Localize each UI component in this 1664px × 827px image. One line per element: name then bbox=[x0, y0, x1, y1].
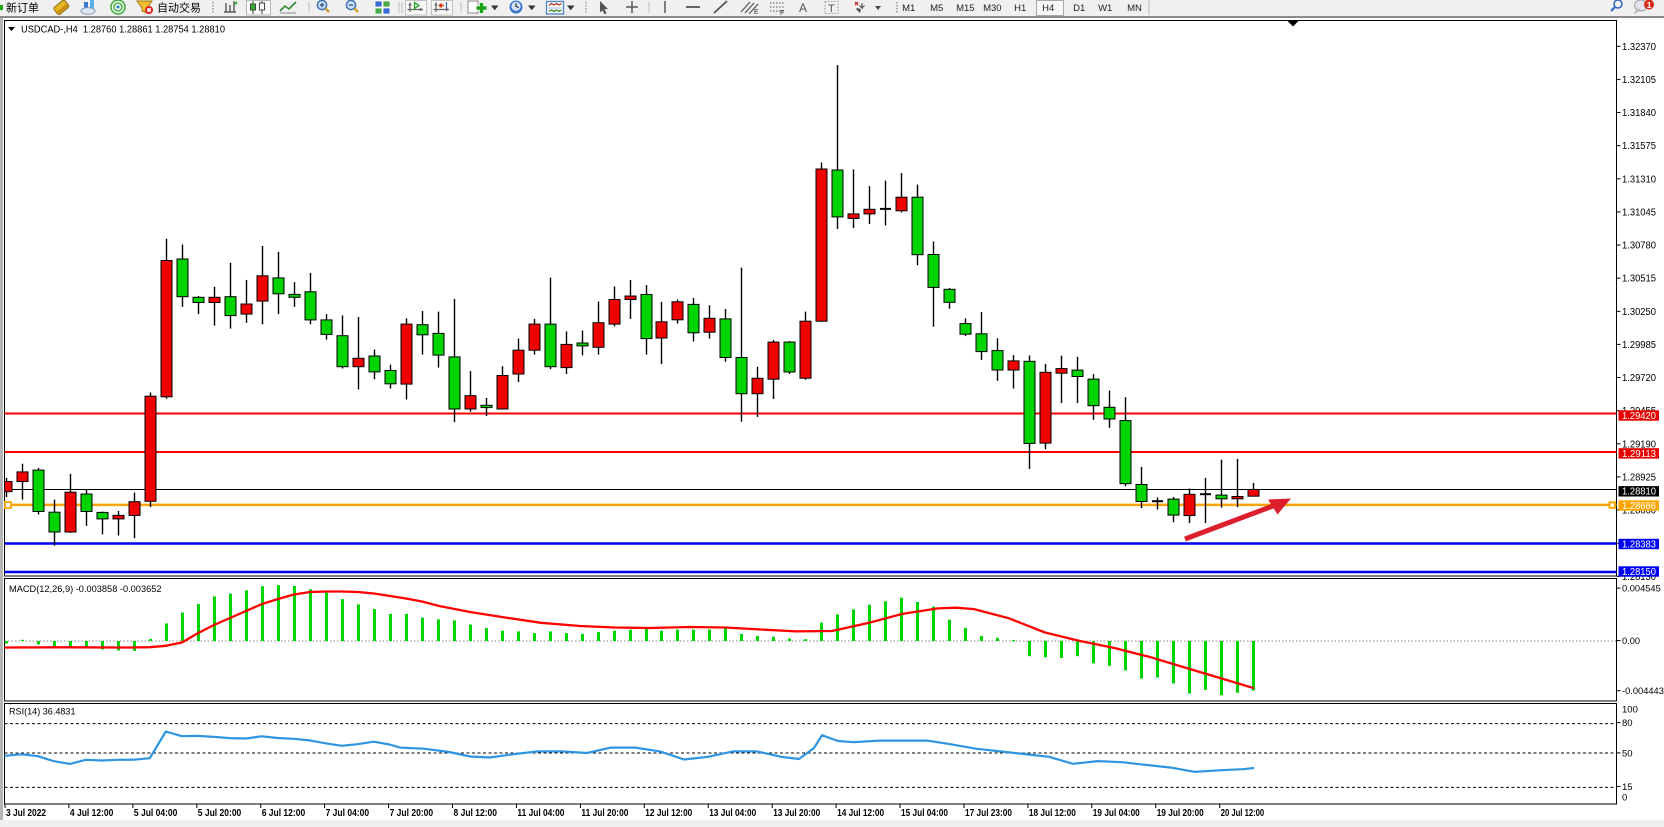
svg-text:4 Jul 12:00: 4 Jul 12:00 bbox=[70, 808, 114, 819]
svg-text:MN: MN bbox=[1127, 3, 1142, 14]
svg-text:0.004545: 0.004545 bbox=[1622, 584, 1661, 594]
svg-text:1.32105: 1.32105 bbox=[1622, 75, 1656, 86]
svg-text:1.30780: 1.30780 bbox=[1622, 241, 1656, 252]
svg-text:MACD(12,26,9) -0.003858 -0.003: MACD(12,26,9) -0.003858 -0.003652 bbox=[9, 584, 162, 595]
svg-text:14 Jul 12:00: 14 Jul 12:00 bbox=[837, 808, 884, 819]
svg-text:1.28150: 1.28150 bbox=[1622, 567, 1656, 578]
svg-text:1: 1 bbox=[1647, 0, 1652, 10]
svg-text:11 Jul 20:00: 11 Jul 20:00 bbox=[581, 808, 628, 819]
svg-text:M30: M30 bbox=[983, 3, 1001, 14]
svg-text:0: 0 bbox=[1622, 793, 1627, 804]
svg-text:0.00: 0.00 bbox=[1622, 636, 1640, 646]
svg-text:M15: M15 bbox=[956, 3, 974, 14]
svg-text:50: 50 bbox=[1622, 748, 1633, 759]
svg-text:1.32370: 1.32370 bbox=[1622, 42, 1656, 53]
svg-text:RSI(14) 36.4831: RSI(14) 36.4831 bbox=[9, 707, 76, 718]
svg-text:100: 100 bbox=[1622, 704, 1638, 715]
svg-text:H1: H1 bbox=[1014, 3, 1026, 14]
svg-text:D1: D1 bbox=[1073, 3, 1085, 14]
svg-text:13 Jul 20:00: 13 Jul 20:00 bbox=[773, 808, 820, 819]
svg-text:1.28130: 1.28130 bbox=[1622, 572, 1656, 583]
svg-text:USDCAD-,H4 1.28760 1.28861 1.: USDCAD-,H4 1.28760 1.28861 1.28754 1.288… bbox=[21, 25, 225, 36]
svg-text:1.28810: 1.28810 bbox=[1622, 487, 1656, 498]
svg-text:T: T bbox=[828, 3, 835, 15]
svg-text:自动交易: 自动交易 bbox=[157, 1, 201, 15]
svg-text:1.29190: 1.29190 bbox=[1622, 439, 1656, 450]
svg-text:新订单: 新订单 bbox=[6, 1, 39, 15]
svg-text:6 Jul 12:00: 6 Jul 12:00 bbox=[262, 808, 306, 819]
svg-text:1.29985: 1.29985 bbox=[1622, 340, 1656, 351]
svg-text:1.28686: 1.28686 bbox=[1622, 501, 1656, 512]
svg-text:1.28925: 1.28925 bbox=[1622, 472, 1656, 483]
svg-text:1.30250: 1.30250 bbox=[1622, 307, 1656, 318]
svg-text:F: F bbox=[780, 10, 784, 16]
svg-text:12 Jul 12:00: 12 Jul 12:00 bbox=[645, 808, 692, 819]
svg-text:1.29113: 1.29113 bbox=[1622, 449, 1656, 460]
svg-text:1.29720: 1.29720 bbox=[1622, 373, 1656, 384]
svg-text:W1: W1 bbox=[1098, 3, 1112, 14]
svg-text:1.30515: 1.30515 bbox=[1622, 274, 1656, 285]
svg-text:E: E bbox=[754, 9, 759, 16]
svg-text:1.31840: 1.31840 bbox=[1622, 108, 1656, 119]
svg-text:M1: M1 bbox=[902, 3, 915, 14]
svg-text:15: 15 bbox=[1622, 782, 1633, 793]
svg-text:11 Jul 04:00: 11 Jul 04:00 bbox=[517, 808, 564, 819]
svg-text:A: A bbox=[799, 1, 807, 15]
svg-text:15 Jul 04:00: 15 Jul 04:00 bbox=[901, 808, 948, 819]
svg-text:7 Jul 04:00: 7 Jul 04:00 bbox=[326, 808, 370, 819]
svg-text:19 Jul 20:00: 19 Jul 20:00 bbox=[1157, 808, 1204, 819]
svg-text:17 Jul 23:00: 17 Jul 23:00 bbox=[965, 808, 1012, 819]
svg-text:80: 80 bbox=[1622, 718, 1633, 729]
svg-text:8 Jul 12:00: 8 Jul 12:00 bbox=[454, 808, 498, 819]
svg-text:M5: M5 bbox=[930, 3, 943, 14]
svg-text:20 Jul 12:00: 20 Jul 12:00 bbox=[1221, 808, 1265, 819]
svg-text:1.31045: 1.31045 bbox=[1622, 207, 1656, 218]
svg-text:19 Jul 04:00: 19 Jul 04:00 bbox=[1093, 808, 1140, 819]
svg-text:1.28660: 1.28660 bbox=[1622, 506, 1656, 517]
svg-text:1.31310: 1.31310 bbox=[1622, 174, 1656, 185]
svg-text:5 Jul 04:00: 5 Jul 04:00 bbox=[134, 808, 178, 819]
svg-text:3 Jul 2022: 3 Jul 2022 bbox=[6, 808, 46, 819]
svg-text:-0.004443: -0.004443 bbox=[1622, 686, 1664, 696]
svg-text:H4: H4 bbox=[1042, 3, 1054, 14]
svg-text:1.28383: 1.28383 bbox=[1622, 539, 1656, 550]
svg-text:5 Jul 20:00: 5 Jul 20:00 bbox=[198, 808, 242, 819]
svg-text:1.31575: 1.31575 bbox=[1622, 141, 1656, 152]
svg-text:13 Jul 04:00: 13 Jul 04:00 bbox=[709, 808, 756, 819]
svg-text:1.29420: 1.29420 bbox=[1622, 411, 1656, 422]
svg-text:7 Jul 20:00: 7 Jul 20:00 bbox=[390, 808, 434, 819]
svg-text:18 Jul 12:00: 18 Jul 12:00 bbox=[1029, 808, 1076, 819]
